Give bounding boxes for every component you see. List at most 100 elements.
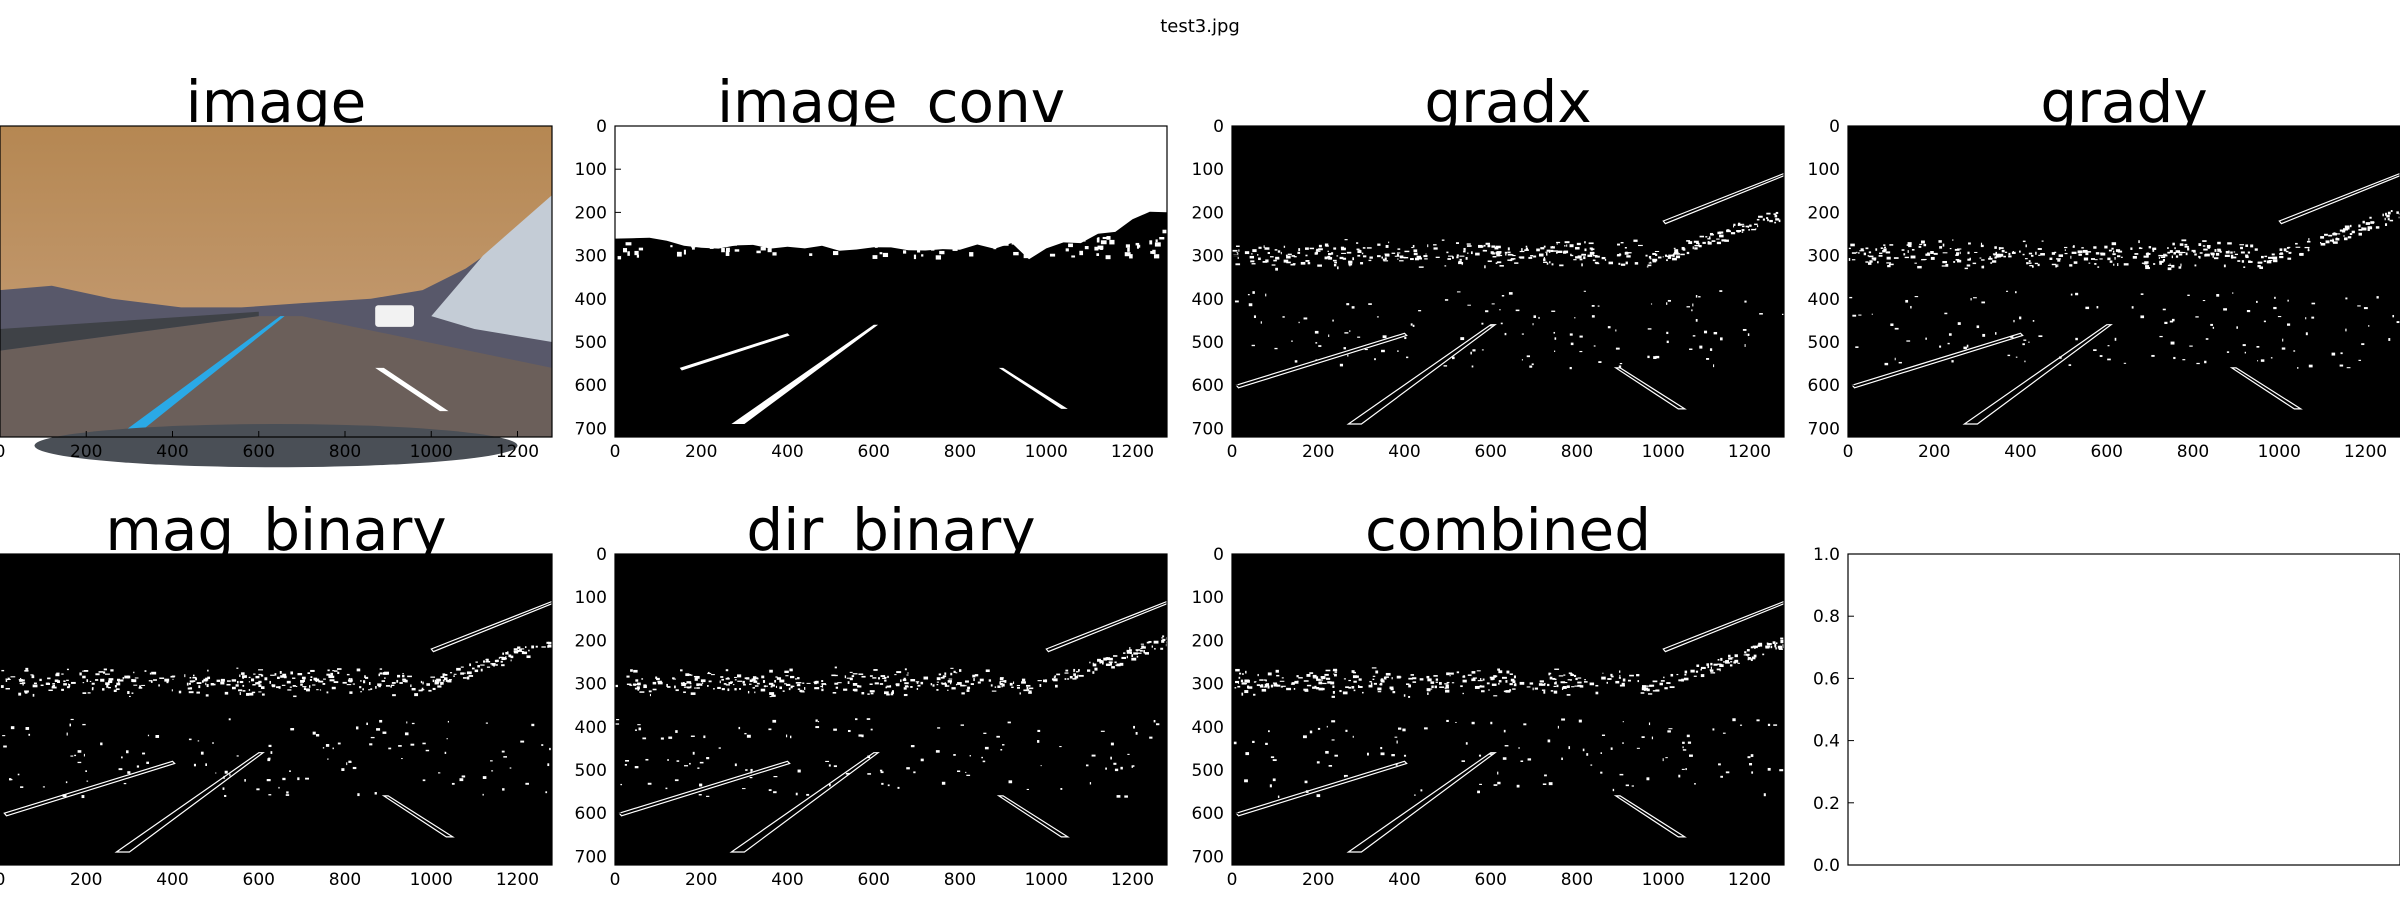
edge-speck [1369, 256, 1373, 259]
edge-speck [1607, 326, 1611, 329]
edge-speck [1851, 252, 1857, 254]
edge-speck [2198, 255, 2201, 258]
edge-speck [2028, 252, 2033, 255]
edge-speck [2007, 354, 2011, 357]
edge-speck [1037, 740, 1040, 743]
edge-speck [2145, 265, 2150, 268]
edge-speck [1265, 683, 1270, 686]
edge-speck [205, 763, 208, 766]
edge-speck [950, 681, 952, 685]
edge-speck [336, 668, 342, 670]
edge-speck [2363, 307, 2368, 310]
edge-speck [1315, 342, 1318, 344]
edge-speck [1569, 333, 1573, 336]
edge-speck [1089, 782, 1092, 785]
edge-speck [40, 684, 44, 687]
edge-speck [418, 689, 423, 692]
edge-speck [633, 669, 638, 673]
edge-speck [1333, 263, 1337, 267]
edge-speck [1948, 333, 1952, 336]
edge-speck [672, 677, 675, 680]
edge-speck [1475, 252, 1480, 256]
edge-speck [305, 688, 310, 692]
edge-speck [303, 687, 307, 691]
edge-speck [1579, 335, 1583, 338]
edge-speck [861, 675, 866, 678]
x-tick-label: 0 [1227, 870, 1238, 890]
edge-speck [1756, 719, 1760, 722]
edge-speck [1521, 333, 1524, 335]
edge-speck [1239, 672, 1242, 675]
edge-speck [1413, 249, 1418, 253]
edge-speck [357, 793, 360, 797]
edge-speck [1549, 676, 1553, 680]
edge-speck [2387, 218, 2390, 221]
edge-speck [1113, 655, 1118, 657]
median-edge [618, 760, 791, 817]
edge-speck [1518, 256, 1523, 258]
edge-speck [2107, 358, 2111, 361]
noise-speck [1079, 250, 1084, 256]
edge-speck [1342, 691, 1348, 695]
edge-speck [1566, 244, 1568, 247]
edge-speck [814, 682, 817, 685]
edge-speck [698, 794, 702, 796]
edge-speck [684, 765, 689, 767]
edge-speck [1749, 763, 1753, 766]
edge-speck [1253, 693, 1256, 696]
edge-speck [1448, 255, 1453, 257]
edge-speck [2236, 326, 2238, 329]
edge-speck [141, 684, 146, 686]
edge-speck [1241, 692, 1244, 696]
edge-speck [2130, 247, 2133, 250]
edge-speck [1583, 681, 1588, 683]
edge-speck [1666, 259, 1668, 262]
noise-speck [1154, 242, 1161, 247]
x-tick-label: 200 [1302, 442, 1334, 462]
edge-speck [1154, 648, 1156, 650]
edge-speck [1850, 243, 1855, 247]
edge-speck [1347, 354, 1349, 357]
edge-speck [2123, 263, 2129, 266]
edge-speck [1495, 245, 1501, 249]
edge-speck [1333, 247, 1337, 250]
edge-speck [235, 684, 239, 687]
edge-speck [1712, 728, 1715, 731]
edge-speck [754, 685, 759, 687]
edge-speck [2095, 252, 2100, 255]
edge-speck [1991, 260, 1997, 263]
edge-speck [1235, 680, 1240, 684]
edge-speck [1568, 672, 1571, 674]
edge-speck [1667, 730, 1671, 733]
edge-speck [1865, 247, 1869, 250]
edge-speck [960, 724, 965, 726]
edge-speck [1110, 742, 1114, 746]
edge-speck [1040, 765, 1042, 767]
edge-speck [2358, 232, 2362, 236]
edge-speck [1557, 725, 1559, 729]
edge-speck [2112, 250, 2115, 253]
edge-speck [1487, 244, 1491, 248]
edge-speck [2101, 253, 2105, 256]
edge-speck [95, 679, 99, 681]
edge-speck [1444, 265, 1447, 267]
edge-speck [1384, 257, 1387, 261]
edge-speck [2287, 323, 2291, 326]
edge-speck [440, 676, 445, 678]
edge-speck [1235, 263, 1241, 266]
edge-speck [1026, 686, 1029, 690]
edge-speck [2256, 300, 2258, 303]
edge-speck [1749, 224, 1752, 227]
edge-speck [1059, 746, 1062, 748]
edge-speck [890, 693, 894, 696]
edge-speck [528, 649, 530, 652]
edge-speck [402, 680, 407, 682]
edge-speck [936, 683, 939, 686]
edge-speck [1906, 244, 1910, 246]
edge-speck [2257, 264, 2261, 268]
edge-speck [907, 672, 909, 674]
edge-speck [1980, 242, 1983, 246]
edge-speck [1549, 261, 1551, 264]
edge-speck [1767, 642, 1772, 646]
edge-speck [2144, 261, 2149, 264]
